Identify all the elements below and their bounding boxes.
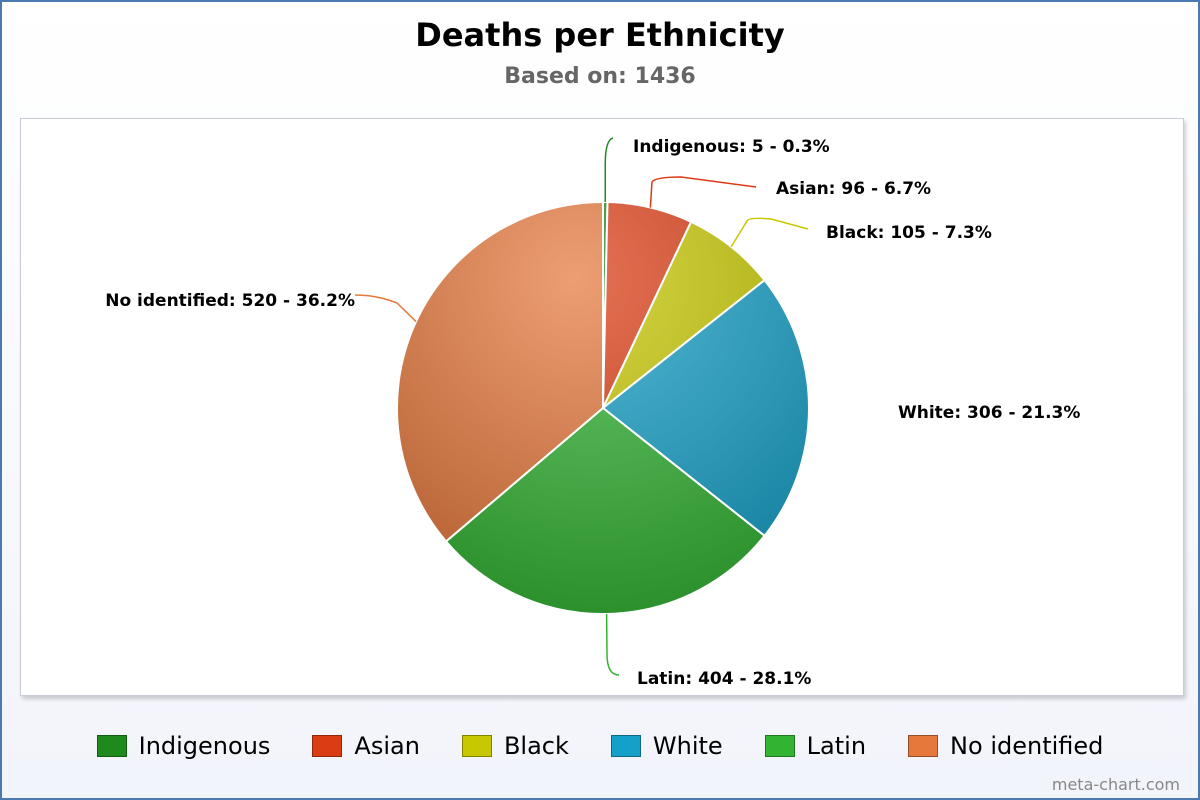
legend-label: No identified (950, 732, 1104, 760)
leader-line-black (730, 217, 809, 248)
pie-chart: Indigenous: 5 - 0.3% Asian: 96 - 6.7% Blac… (105, 137, 1080, 689)
legend-swatch-indigenous (96, 735, 127, 757)
legend-item-black[interactable]: Black (461, 732, 569, 760)
plot-area: Indigenous: 5 - 0.3% Asian: 96 - 6.7% Blac… (20, 118, 1184, 696)
legend-item-white[interactable]: White (610, 732, 723, 760)
legend-swatch-no-identified (908, 735, 939, 757)
leader-line-asian (649, 176, 757, 208)
leader-line-indigenous (604, 137, 614, 203)
slice-label-no-identified: No identified: 520 - 36.2% (105, 291, 355, 311)
legend-item-no-identified[interactable]: No identified (908, 732, 1103, 760)
legend-swatch-latin (764, 735, 795, 757)
legend-swatch-white (610, 735, 641, 757)
legend: Indigenous Asian Black White Latin No id… (2, 732, 1198, 760)
slice-label-latin: Latin: 404 - 28.1% (637, 669, 811, 689)
legend-label: Latin (806, 732, 867, 760)
legend-label: Asian (354, 732, 420, 760)
legend-label: Indigenous (138, 732, 271, 760)
legend-label: White (652, 732, 723, 760)
slice-label-asian: Asian: 96 - 6.7% (776, 179, 931, 199)
chart-title: Deaths per Ethnicity (415, 16, 785, 54)
legend-swatch-asian (312, 735, 343, 757)
pie-slice-white[interactable] (601, 278, 810, 538)
slice-labels: Indigenous: 5 - 0.3% Asian: 96 - 6.7% Blac… (105, 137, 1080, 689)
legend-item-indigenous[interactable]: Indigenous (96, 732, 271, 760)
legend-label: Black (503, 732, 569, 760)
pie-slice-latin[interactable] (444, 406, 766, 615)
slice-label-white: White: 306 - 21.3% (898, 403, 1080, 423)
leader-line-latin (605, 613, 620, 676)
slice-label-black: Black: 105 - 7.3% (826, 223, 992, 243)
credit-text: meta-chart.com (1051, 775, 1180, 794)
chart-subtitle: Based on: 1436 (504, 64, 696, 89)
legend-item-asian[interactable]: Asian (312, 732, 420, 760)
legend-item-latin[interactable]: Latin (764, 732, 867, 760)
legend-swatch-black (461, 735, 492, 757)
pie-slices (396, 200, 810, 615)
leader-line-no-identified (354, 294, 417, 323)
slice-label-indigenous: Indigenous: 5 - 0.3% (633, 137, 830, 157)
